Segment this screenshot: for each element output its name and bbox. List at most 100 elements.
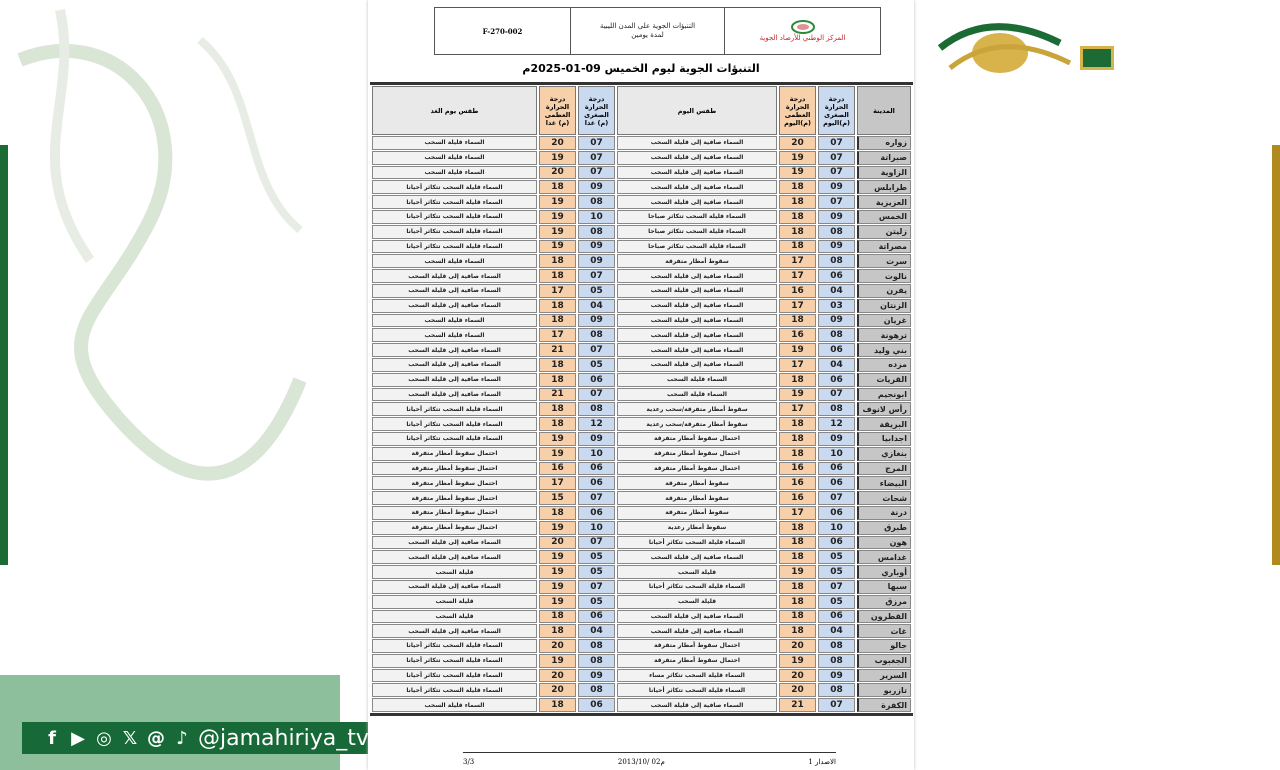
facebook-icon[interactable]: f [48,727,56,749]
min-today-cell: 04 [818,357,855,372]
max-today-cell: 18 [779,239,816,254]
min-tomorrow-cell: 08 [578,653,615,668]
table-row: مصراتة 09 18 السماء قليلة السحب تتكاثر صباح… [372,239,911,254]
min-today-cell: 07 [818,698,855,713]
min-today-cell: 09 [818,668,855,683]
city-cell: العزيزية [857,195,911,209]
doc-subtitle: لمدة يومين [631,31,664,39]
max-tomorrow-cell: 18 [539,254,576,269]
weather-today-cell: سقوط أمطار متفرقة/سحب رعدية [617,417,777,431]
city-cell: ترهونة [857,328,911,343]
max-today-cell: 16 [779,491,816,505]
city-cell: غدامس [857,550,911,565]
max-tomorrow-cell: 21 [539,387,576,402]
weather-tomorrow-cell: السماء قليلة السحب [372,328,537,343]
max-today-cell: 20 [779,639,816,653]
min-tomorrow-cell: 05 [578,283,615,298]
min-tomorrow-cell: 07 [578,150,615,165]
youtube-icon[interactable]: ▶ [71,727,85,749]
table-row: البريقة 12 18 سقوط أمطار متفرقة/سحب رعدية 12… [372,417,911,431]
city-cell: نالوت [857,269,911,283]
max-today-cell: 20 [779,136,816,150]
weather-tomorrow-cell: السماء قليلة السحب تتكاثر أحيانا [372,639,537,653]
tiktok-icon[interactable]: ♪ [176,727,188,749]
max-tomorrow-cell: 19 [539,150,576,165]
table-row: طرابلس 09 18 السماء صافية إلى قليلة السحب 09… [372,180,911,195]
max-tomorrow-cell: 18 [539,417,576,431]
min-today-cell: 07 [818,136,855,150]
max-tomorrow-cell: 20 [539,535,576,550]
weather-tomorrow-cell: السماء قليلة السحب تتكاثر أحيانا [372,239,537,254]
max-today-cell: 18 [779,180,816,195]
weather-today-cell: السماء صافية إلى قليلة السحب [617,195,777,209]
city-cell: الكفرة [857,698,911,713]
city-cell: بنغازي [857,446,911,461]
max-tomorrow-cell: 21 [539,343,576,357]
max-tomorrow-cell: 18 [539,624,576,639]
max-tomorrow-cell: 20 [539,639,576,653]
weather-tomorrow-cell: السماء قليلة السحب تتكاثر أحيانا [372,683,537,698]
table-row: يفرن 04 16 السماء صافية إلى قليلة السحب 05 17… [372,283,911,298]
min-tomorrow-cell: 06 [578,609,615,624]
weather-today-cell: السماء صافية إلى قليلة السحب [617,624,777,639]
table-row: ترهونة 08 16 السماء صافية إلى قليلة السحب 08… [372,328,911,343]
table-row: بني وليد 06 19 السماء صافية إلى قليلة السحب… [372,343,911,357]
calligraphy-watermark [17,8,307,481]
weather-tomorrow-cell: السماء قليلة السحب [372,698,537,713]
weather-tomorrow-cell: السماء صافية إلى قليلة السحب [372,535,537,550]
max-tomorrow-cell: 19 [539,579,576,594]
max-today-cell: 17 [779,298,816,313]
city-cell: القريات [857,372,911,387]
max-tomorrow-cell: 18 [539,180,576,195]
max-tomorrow-cell: 20 [539,683,576,698]
city-cell: هون [857,535,911,550]
weather-tomorrow-cell: السماء صافية إلى قليلة السحب [372,269,537,283]
weather-today-cell: السماء قليلة السحب تتكاثر أحيانا [617,683,777,698]
max-today-cell: 18 [779,224,816,239]
city-cell: البريقة [857,417,911,431]
weather-today-cell: السماء قليلة السحب تتكاثر صباحا [617,224,777,239]
weather-tomorrow-cell: السماء قليلة السحب تتكاثر أحيانا [372,224,537,239]
min-today-cell: 07 [818,579,855,594]
min-tomorrow-cell: 07 [578,269,615,283]
min-tomorrow-cell: 07 [578,491,615,505]
table-row: غريان 09 18 السماء صافية إلى قليلة السحب 09 1… [372,313,911,328]
weather-today-cell: السماء صافية إلى قليلة السحب [617,136,777,150]
max-today-cell: 18 [779,313,816,328]
max-tomorrow-cell: 18 [539,609,576,624]
city-cell: سبها [857,579,911,594]
table-row: طبرق 10 18 سقوط أمطار رعدية 10 19 احتمال سقوط … [372,520,911,535]
min-today-cell: 09 [818,209,855,224]
x-icon[interactable]: 𝕏 [122,727,138,749]
table-row: مرزق 05 18 قليلة السحب 05 19 قليلة السحب [372,594,911,609]
weather-tomorrow-cell: احتمال سقوط أمطار متفرقة [372,505,537,520]
max-today-cell: 16 [779,476,816,491]
threads-icon[interactable]: @ [147,727,165,749]
weather-today-cell: السماء صافية إلى قليلة السحب [617,550,777,565]
min-tomorrow-cell: 10 [578,520,615,535]
table-row: سرت 08 17 سقوط أمطار متفرقة 09 18 السماء قليلة… [372,254,911,269]
min-today-cell: 08 [818,683,855,698]
weather-today-cell: سقوط أمطار رعدية [617,520,777,535]
min-tomorrow-cell: 04 [578,298,615,313]
city-cell: المرج [857,461,911,476]
min-today-cell: 03 [818,298,855,313]
weather-today-cell: السماء صافية إلى قليلة السحب [617,357,777,372]
max-tomorrow-cell: 15 [539,491,576,505]
max-today-cell: 19 [779,387,816,402]
weather-today-cell: احتمال سقوط أمطار متفرقة [617,446,777,461]
table-row: زليتن 08 18 السماء قليلة السحب تتكاثر صباحا… [372,224,911,239]
weather-today-cell: سقوط أمطار متفرقة [617,505,777,520]
max-tomorrow-cell: 17 [539,283,576,298]
min-tomorrow-cell: 12 [578,417,615,431]
max-tomorrow-cell: 18 [539,313,576,328]
city-cell: اجدابيا [857,431,911,446]
max-today-cell: 20 [779,668,816,683]
table-row: مزده 04 17 السماء صافية إلى قليلة السحب 05 18… [372,357,911,372]
instagram-icon[interactable]: ◎ [96,727,112,749]
weather-tomorrow-cell: احتمال سقوط أمطار متفرقة [372,476,537,491]
min-today-cell: 06 [818,343,855,357]
forecast-table: المدينة درجة الحرارة الصغرى (م)اليوم درج… [370,82,913,717]
min-tomorrow-cell: 06 [578,505,615,520]
min-today-cell: 06 [818,476,855,491]
